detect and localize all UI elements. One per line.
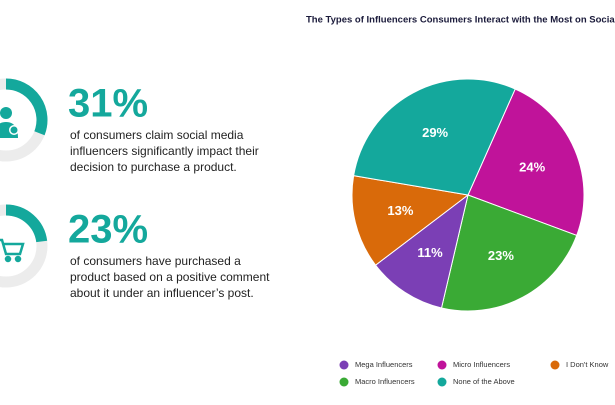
legend-label: Mega Influencers bbox=[355, 360, 413, 369]
pie-slice bbox=[353, 78, 516, 196]
legend-swatch bbox=[339, 377, 349, 387]
person-icon bbox=[0, 107, 19, 138]
legend-label: None of the Above bbox=[453, 377, 515, 386]
legend-swatch bbox=[437, 377, 447, 387]
slice-label: 13% bbox=[387, 203, 413, 218]
stat-text: about it under an influencer’s post. bbox=[70, 286, 254, 300]
cart-icon bbox=[0, 238, 25, 263]
stat-text: decision to purchase a product. bbox=[70, 160, 237, 174]
legend-label: Macro Influencers bbox=[355, 377, 415, 386]
pie-slice bbox=[440, 194, 578, 312]
stat-text: of consumers claim social media bbox=[70, 128, 244, 142]
pie-slice bbox=[467, 88, 585, 237]
legend-swatch bbox=[437, 360, 447, 370]
slice-label: 11% bbox=[417, 245, 443, 260]
stat-text: influencers significantly impact their bbox=[70, 144, 259, 158]
stat-text: of consumers have purchased a bbox=[70, 254, 241, 268]
slice-label: 23% bbox=[488, 248, 514, 263]
stat-value: 23% bbox=[68, 208, 148, 252]
stat-text: product based on a positive comment bbox=[70, 270, 270, 284]
slice-label: 24% bbox=[519, 159, 545, 174]
legend-label: Micro Influencers bbox=[453, 360, 510, 369]
ring-progress bbox=[5, 204, 48, 243]
stat-value: 31% bbox=[68, 82, 148, 126]
legend-swatch bbox=[339, 360, 349, 370]
chart-title: The Types of Influencers Consumers Inter… bbox=[306, 15, 615, 26]
pie-slice bbox=[351, 175, 470, 266]
ring-progress bbox=[5, 78, 48, 136]
legend-label: I Don't Know bbox=[566, 360, 609, 369]
pie-slice bbox=[374, 193, 469, 309]
legend-swatch bbox=[550, 360, 560, 370]
slice-label: 29% bbox=[422, 125, 448, 140]
